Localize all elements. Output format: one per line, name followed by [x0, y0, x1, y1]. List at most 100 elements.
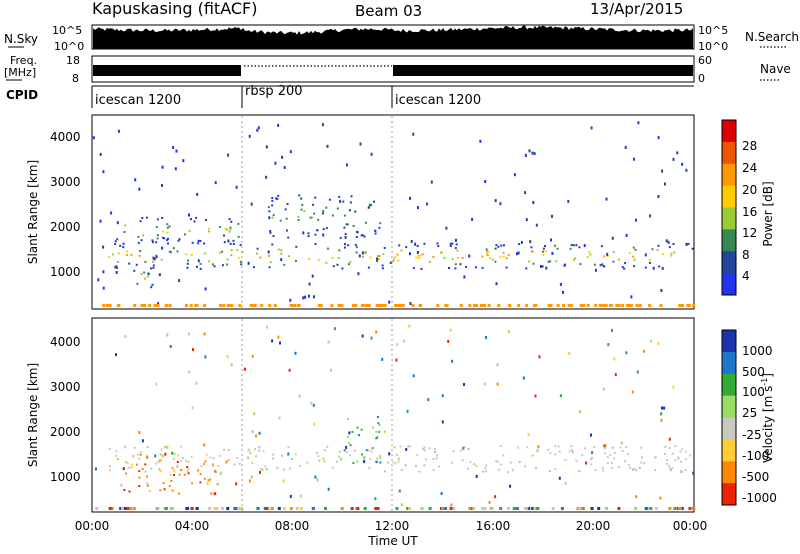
- velocity-cell-239: [361, 453, 363, 456]
- power-cell-88: [239, 260, 242, 263]
- velocity-noise-22: [537, 445, 540, 449]
- power-cell-75: [295, 259, 297, 262]
- power-cell-306: [271, 199, 274, 202]
- power-noise-88: [532, 201, 535, 205]
- velocity-cell-17: [423, 449, 426, 452]
- power-ground-98: [143, 304, 147, 307]
- power-cell-3: [135, 263, 138, 266]
- power-cell-130: [600, 245, 603, 248]
- power-cell-298: [268, 210, 271, 213]
- nave-label: Nave: [760, 62, 791, 76]
- power-cell-13: [367, 266, 370, 269]
- power-cell-371: [143, 271, 146, 274]
- power-cell-370: [140, 273, 143, 276]
- power-ground-101: [148, 304, 152, 307]
- power-ground-81: [659, 304, 663, 307]
- velocity-cell-255: [378, 430, 381, 433]
- freq-panel: Freq. [MHz] 18 8 60 0 Nave: [4, 54, 791, 85]
- velocity-cell-306: [176, 454, 179, 457]
- velocity-cell-180: [159, 453, 162, 456]
- velocity-noise-35: [235, 482, 238, 486]
- velocity-ground-111: [634, 507, 638, 510]
- velocity-cell-151: [397, 457, 400, 460]
- power-noise-135: [533, 152, 536, 156]
- power-noise-41: [344, 235, 347, 239]
- power-noise-100: [161, 246, 164, 250]
- velocity-cell-40: [418, 470, 421, 473]
- velocity-noise-78: [299, 494, 302, 498]
- velocity-noise-13: [450, 503, 453, 507]
- power-noise-69: [649, 214, 652, 218]
- power-cell-153: [405, 246, 408, 249]
- velocity-cell-126: [674, 445, 677, 448]
- power-cell-134: [130, 253, 133, 256]
- power-cell-131: [416, 244, 419, 247]
- velocity-ground-26: [576, 507, 580, 510]
- velocity-cell-113: [463, 446, 466, 449]
- velocity-noise-103: [363, 460, 366, 464]
- velocity-cell-140: [223, 448, 225, 451]
- velocity-cell-138: [428, 447, 431, 450]
- velocity-cell-175: [568, 450, 571, 453]
- power-cell-247: [139, 220, 142, 223]
- power-cell-248: [223, 241, 226, 244]
- velocity-cell-209: [628, 464, 630, 467]
- velocity-cell-252: [363, 456, 365, 458]
- power-cell-319: [271, 216, 274, 219]
- velocity-noise-1: [559, 394, 562, 398]
- velocity-ground-24: [483, 507, 487, 510]
- velocity-ytick-2000: 2000: [50, 425, 81, 439]
- power-cb-tick-28: 28: [742, 139, 757, 153]
- power-cell-188: [563, 264, 566, 267]
- velocity-noise-108: [441, 394, 444, 398]
- power-cell-364: [143, 277, 146, 280]
- velocity-ground-114: [108, 507, 112, 510]
- velocity-cell-143: [322, 457, 325, 460]
- velocity-cell-307: [159, 489, 162, 492]
- velocity-cell-165: [384, 470, 387, 473]
- power-noise-80: [529, 240, 532, 244]
- power-cell-246: [140, 239, 143, 242]
- power-cell-146: [412, 267, 415, 270]
- velocity-cell-206: [664, 445, 667, 448]
- velocity-cell-173: [209, 456, 212, 459]
- velocity-noise-28: [249, 451, 252, 455]
- power-cell-174: [436, 242, 439, 245]
- velocity-noise-111: [692, 471, 695, 475]
- velocity-noise-7: [494, 495, 497, 499]
- power-cell-316: [356, 231, 359, 234]
- date-title: 13/Apr/2015: [590, 0, 683, 18]
- power-cell-37: [394, 256, 397, 259]
- velocity-noise-14: [146, 456, 149, 459]
- power-cell-0: [502, 255, 505, 258]
- velocity-cell-253: [347, 441, 350, 444]
- velocity-cell-271: [205, 453, 208, 456]
- power-noise-102: [172, 146, 175, 149]
- velocity-ground-13: [527, 507, 531, 510]
- velocity-noise-109: [657, 342, 660, 346]
- power-ground-117: [517, 304, 521, 307]
- power-ground-69: [226, 304, 230, 307]
- power-cell-56: [651, 248, 654, 251]
- velocity-noise-4: [625, 351, 628, 355]
- power-cell-87: [633, 258, 636, 261]
- velocity-cell-221: [414, 464, 417, 467]
- velocity-cb-tick-1000: 1000: [742, 344, 773, 358]
- velocity-noise-12: [203, 443, 206, 447]
- power-noise-10: [513, 173, 516, 177]
- power-cell-93: [400, 249, 403, 252]
- velocity-cell-116: [251, 461, 254, 464]
- velocity-cell-288: [123, 488, 126, 491]
- velocity-cell-224: [606, 456, 609, 459]
- power-cell-313: [287, 236, 290, 239]
- power-cell-351: [360, 234, 363, 237]
- velocity-cell-216: [625, 446, 628, 448]
- power-cb-tick-16: 16: [742, 205, 757, 219]
- power-cell-180: [570, 244, 573, 246]
- velocity-cell-186: [368, 466, 371, 469]
- velocity-cell-20: [564, 458, 567, 461]
- velocity-cell-95: [594, 469, 597, 472]
- velocity-cell-164: [610, 462, 613, 465]
- power-noise-71: [545, 266, 548, 270]
